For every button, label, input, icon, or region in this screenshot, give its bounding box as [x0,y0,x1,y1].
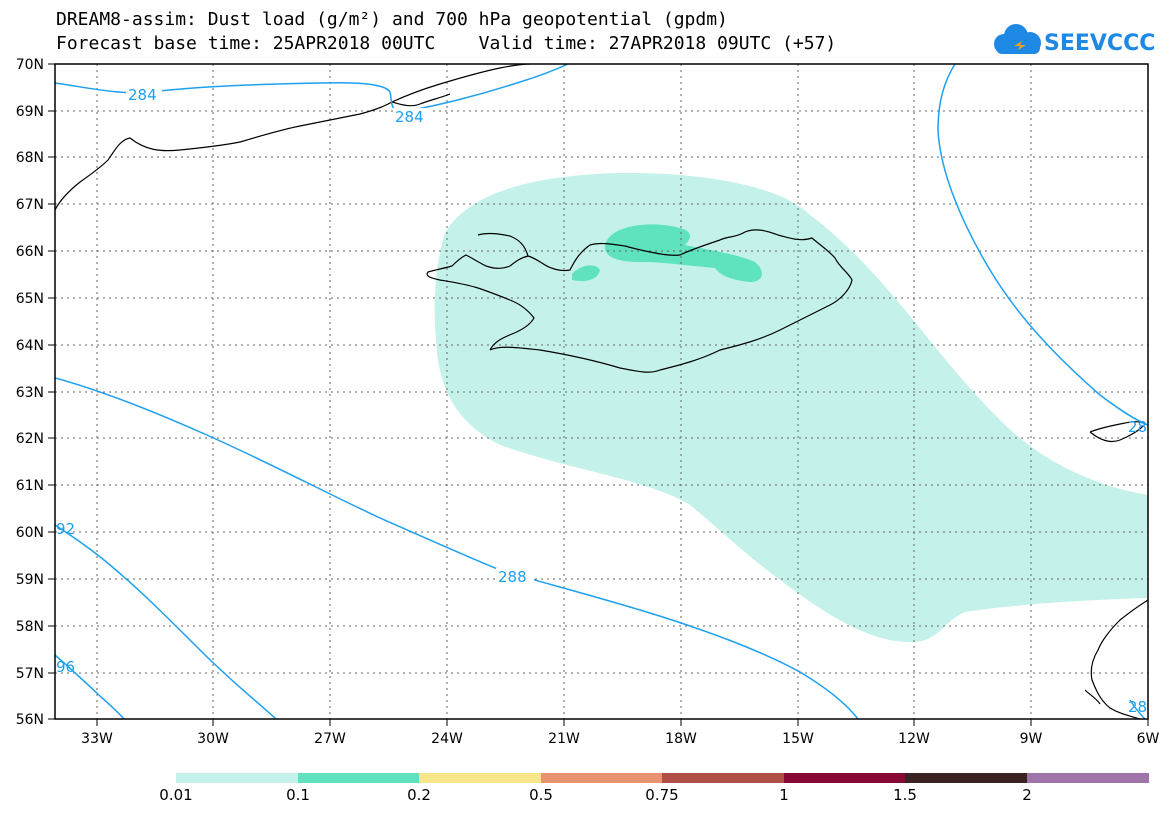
contour-label: 28 [1128,698,1147,716]
lat-label: 66N [16,244,44,260]
contour-label: 284 [128,86,157,104]
contour-east [937,64,1148,426]
lat-label: 56N [16,712,44,728]
contour-292 [55,524,277,719]
contour-labels: 284 284 288 92 96 28 28 [56,86,1147,716]
lon-label: 15W [782,731,814,747]
contour-label: 96 [56,658,75,676]
lon-label: 24W [431,731,463,747]
lat-label: 60N [16,525,44,541]
logo-text: SEEVCCC [1044,31,1155,56]
lon-label: 12W [898,731,930,747]
greenland-coast [55,64,531,211]
lon-label: 6W [1137,731,1160,747]
lat-label: 62N [16,431,44,447]
contour-east-lower [1129,699,1146,719]
lat-label: 70N [16,57,44,73]
lon-label: 33W [81,731,113,747]
colorbar-label: 1 [779,786,789,804]
colorbar-swatch [662,773,784,783]
lat-label: 57N [16,666,44,682]
contour-label: 288 [498,568,527,586]
lat-label: 69N [16,104,44,120]
colorbar-swatch [905,773,1027,783]
latitude-labels: 70N 69N 68N 67N 66N 65N 64N 63N 62N 61N … [16,57,44,728]
lon-label: 21W [548,731,580,747]
colorbar-label: 2 [1022,786,1032,804]
colorbar-swatch [176,773,298,783]
lon-label: 18W [665,731,697,747]
colorbar-label: 0.2 [407,786,431,804]
contour-label: 28 [1128,418,1147,436]
scotland-coast [1090,599,1148,719]
tick-marks [48,63,1149,726]
lat-label: 58N [16,619,44,635]
longitude-labels: 33W 30W 27W 24W 21W 18W 15W 12W 9W 6W [81,731,1159,747]
lat-label: 67N [16,197,44,213]
colorbar-label: 0.75 [645,786,678,804]
dust-area-mid-small [572,265,600,282]
lat-label: 59N [16,572,44,588]
colorbar-label: 0.5 [529,786,553,804]
lat-label: 64N [16,338,44,354]
map-subtitle: Forecast base time: 25APR2018 00UTC Vali… [56,33,837,54]
colorbar: 0.01 0.1 0.2 0.5 0.75 1 1.5 2 [159,773,1149,804]
lat-label: 61N [16,478,44,494]
lon-label: 30W [197,731,229,747]
colorbar-label: 0.01 [159,786,192,804]
colorbar-swatch [419,773,541,783]
colorbar-label: 1.5 [893,786,917,804]
colorbar-swatch [541,773,662,783]
grid [55,64,1148,719]
colorbar-swatch [298,773,419,783]
contour-label: 92 [56,520,75,538]
cloud-icon [994,24,1041,54]
dust-area-low [434,172,1148,643]
lat-label: 68N [16,150,44,166]
iceland-coast [426,229,853,373]
lon-label: 9W [1020,731,1043,747]
lat-label: 63N [16,385,44,401]
lat-label: 65N [16,291,44,307]
seevccc-logo: SEEVCCC [994,24,1155,56]
lon-label: 27W [314,731,346,747]
colorbar-label: 0.1 [286,786,310,804]
colorbar-swatch [784,773,905,783]
colorbar-swatch [1027,773,1149,783]
map-title: DREAM8-assim: Dust load (g/m²) and 700 h… [56,9,728,30]
contour-label: 284 [395,108,424,126]
contour-288 [55,377,859,719]
contour-296 [55,654,125,719]
